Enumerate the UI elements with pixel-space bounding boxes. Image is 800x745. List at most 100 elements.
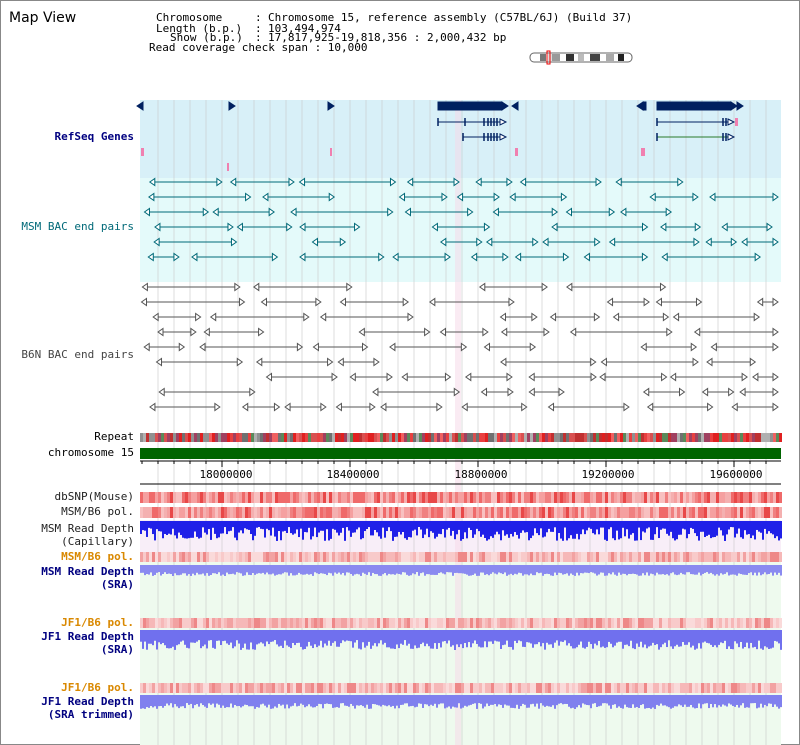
bac-end-pair[interactable]	[485, 237, 539, 247]
msm-pol-heat-track-2[interactable]	[140, 552, 782, 562]
bac-end-pair[interactable]	[152, 312, 202, 322]
bac-end-pair[interactable]	[203, 327, 265, 337]
bac-end-pair[interactable]	[620, 207, 673, 217]
bac-end-pair[interactable]	[483, 342, 537, 352]
bac-end-pair[interactable]	[606, 297, 650, 307]
msm-sra-depth-track[interactable]	[140, 565, 782, 576]
bac-end-pair[interactable]	[461, 402, 528, 412]
gene-marker[interactable]	[736, 101, 744, 111]
bac-end-pair[interactable]	[155, 357, 244, 367]
bac-end-pair[interactable]	[565, 207, 616, 217]
bac-end-pair[interactable]	[229, 177, 295, 187]
bac-end-pair[interactable]	[709, 192, 779, 202]
bac-end-pair[interactable]	[642, 387, 686, 397]
bac-end-pair[interactable]	[756, 297, 779, 307]
bac-end-pair[interactable]	[143, 342, 186, 352]
bac-end-pair[interactable]	[599, 372, 668, 382]
bac-end-pair[interactable]	[312, 342, 369, 352]
bac-end-pair[interactable]	[147, 252, 180, 262]
bac-end-pair[interactable]	[199, 342, 304, 352]
bac-end-pair[interactable]	[542, 237, 601, 247]
bac-end-pair[interactable]	[547, 402, 630, 412]
msm-capillary-depth-track[interactable]	[140, 521, 782, 541]
bac-end-pair[interactable]	[401, 372, 452, 382]
bac-end-pair[interactable]	[660, 222, 702, 232]
chromosome-bar[interactable]	[140, 448, 781, 459]
bac-end-pair[interactable]	[612, 312, 670, 322]
bac-end-pair[interactable]	[290, 207, 394, 217]
bac-end-pair[interactable]	[464, 372, 513, 382]
bac-end-pair[interactable]	[380, 402, 443, 412]
bac-end-pair[interactable]	[339, 297, 410, 307]
bac-end-pair[interactable]	[480, 387, 514, 397]
bac-end-pair[interactable]	[299, 252, 385, 262]
bac-end-pair[interactable]	[143, 207, 210, 217]
bac-end-pair[interactable]	[265, 372, 338, 382]
bac-end-pair[interactable]	[600, 357, 699, 367]
bac-end-pair[interactable]	[565, 282, 667, 292]
bac-end-pair[interactable]	[431, 222, 491, 232]
bac-end-pair[interactable]	[661, 252, 762, 262]
bac-end-pair[interactable]	[608, 237, 700, 247]
bac-end-pair[interactable]	[499, 312, 538, 322]
gene-block[interactable]	[437, 101, 503, 111]
bac-end-pair[interactable]	[153, 237, 238, 247]
bac-end-pair[interactable]	[255, 357, 334, 367]
bac-end-pair[interactable]	[741, 237, 779, 247]
bac-end-pair[interactable]	[549, 312, 601, 322]
b6n-bac-pairs[interactable]	[140, 282, 779, 412]
bac-end-pair[interactable]	[212, 207, 275, 217]
bac-end-pair[interactable]	[262, 192, 336, 202]
bac-end-pair[interactable]	[148, 192, 252, 202]
bac-end-pair[interactable]	[705, 237, 738, 247]
bac-end-pair[interactable]	[319, 312, 414, 322]
bac-end-pair[interactable]	[398, 192, 448, 202]
bac-end-pair[interactable]	[372, 387, 461, 397]
bac-end-pair[interactable]	[157, 327, 197, 337]
dbsnp-heat-track[interactable]	[140, 492, 782, 503]
gene-marker[interactable]	[327, 101, 335, 111]
bac-end-pair[interactable]	[284, 402, 327, 412]
gene-marker[interactable]	[730, 101, 738, 111]
bac-end-pair[interactable]	[710, 342, 779, 352]
repeat-track[interactable]	[140, 433, 782, 442]
gene-marker[interactable]	[228, 101, 236, 111]
bac-end-pair[interactable]	[528, 387, 565, 397]
bac-end-pair[interactable]	[252, 282, 353, 292]
gene-marker[interactable]	[136, 101, 144, 111]
gene-block[interactable]	[642, 101, 647, 111]
bac-end-pair[interactable]	[528, 372, 597, 382]
bac-end-pair[interactable]	[456, 192, 500, 202]
bac-end-pair[interactable]	[141, 282, 241, 292]
bac-end-pair[interactable]	[478, 282, 548, 292]
bac-end-pair[interactable]	[475, 177, 513, 187]
bac-end-pair[interactable]	[470, 252, 509, 262]
bac-end-pair[interactable]	[349, 372, 393, 382]
bac-end-pair[interactable]	[358, 327, 431, 337]
bac-end-pair[interactable]	[693, 327, 779, 337]
bac-end-pair[interactable]	[706, 357, 757, 367]
chromosome-ideogram[interactable]	[529, 50, 633, 65]
bac-end-pair[interactable]	[701, 387, 735, 397]
bac-end-pair[interactable]	[404, 207, 474, 217]
bac-end-pair[interactable]	[191, 252, 279, 262]
bac-end-pair[interactable]	[241, 402, 281, 412]
gene-marker[interactable]	[511, 101, 519, 111]
bac-end-pair[interactable]	[646, 402, 714, 412]
bac-end-pair[interactable]	[655, 297, 703, 307]
bac-end-pair[interactable]	[731, 402, 779, 412]
bac-end-pair[interactable]	[140, 297, 246, 307]
bac-end-pair[interactable]	[649, 192, 699, 202]
bac-end-pair[interactable]	[739, 387, 779, 397]
bac-end-pair[interactable]	[721, 222, 773, 232]
bac-end-pair[interactable]	[260, 297, 322, 307]
bac-end-pair[interactable]	[509, 192, 568, 202]
bac-end-pair[interactable]	[154, 222, 234, 232]
bac-end-pair[interactable]	[335, 402, 376, 412]
bac-end-pair[interactable]	[439, 327, 489, 337]
bac-end-pair[interactable]	[669, 372, 748, 382]
jf1-sra-depth-track[interactable]	[140, 630, 782, 650]
bac-end-pair[interactable]	[492, 207, 559, 217]
msm-bac-pairs[interactable]	[143, 177, 779, 262]
bac-end-pair[interactable]	[569, 327, 673, 337]
